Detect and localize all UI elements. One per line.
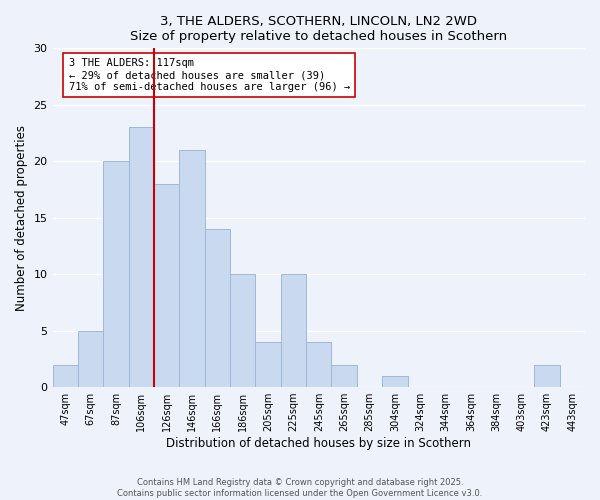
Bar xyxy=(382,376,407,387)
Bar xyxy=(281,274,306,387)
Bar xyxy=(205,229,230,387)
Bar xyxy=(230,274,256,387)
Bar xyxy=(128,128,154,387)
Text: 3 THE ALDERS: 117sqm
← 29% of detached houses are smaller (39)
71% of semi-detac: 3 THE ALDERS: 117sqm ← 29% of detached h… xyxy=(68,58,350,92)
Y-axis label: Number of detached properties: Number of detached properties xyxy=(15,124,28,310)
Title: 3, THE ALDERS, SCOTHERN, LINCOLN, LN2 2WD
Size of property relative to detached : 3, THE ALDERS, SCOTHERN, LINCOLN, LN2 2W… xyxy=(130,15,508,43)
Bar xyxy=(256,342,281,387)
Text: Contains HM Land Registry data © Crown copyright and database right 2025.
Contai: Contains HM Land Registry data © Crown c… xyxy=(118,478,482,498)
Bar xyxy=(53,364,78,387)
Bar xyxy=(331,364,357,387)
Bar xyxy=(154,184,179,387)
Bar xyxy=(103,161,128,387)
Bar xyxy=(534,364,560,387)
X-axis label: Distribution of detached houses by size in Scothern: Distribution of detached houses by size … xyxy=(166,437,471,450)
Bar xyxy=(306,342,331,387)
Bar xyxy=(78,330,103,387)
Bar xyxy=(179,150,205,387)
